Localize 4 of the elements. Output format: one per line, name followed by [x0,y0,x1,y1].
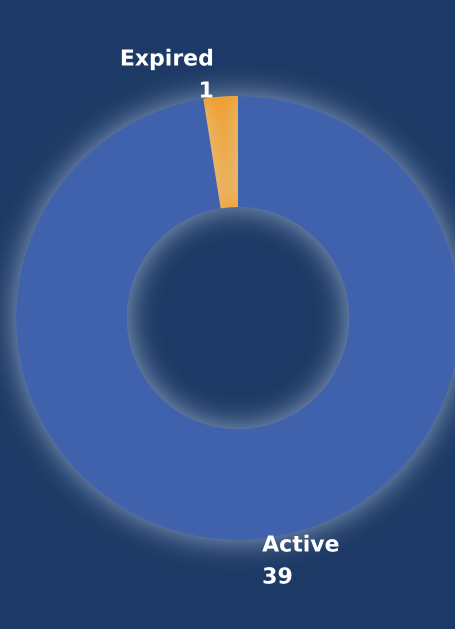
slice-label: Active [262,532,340,558]
data-label: 39 [262,564,293,590]
slice-label: Expired [120,46,214,72]
data-label: 1 [198,78,214,104]
